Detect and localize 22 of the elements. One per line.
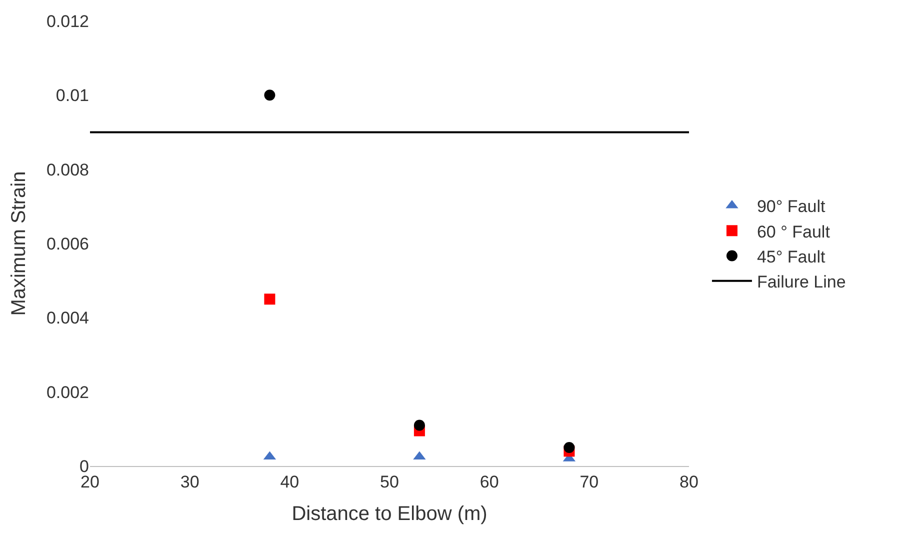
legend-label: 45° Fault (756, 247, 826, 266)
y-tick-label: 0.01 (56, 86, 89, 106)
x-tick-label: 40 (280, 472, 300, 492)
y-tick-label: 0.006 (46, 234, 89, 254)
x-tick-label: 50 (380, 472, 399, 492)
y-tick-label: 0.012 (46, 12, 89, 31)
legend-label: Failure Line (756, 272, 846, 292)
x-axis-title: Distance to Elbow (m) (292, 502, 488, 525)
x-tick-label: 30 (180, 472, 200, 492)
x-tick-label: 80 (680, 472, 698, 492)
y-axis-title: Maximum Strain (8, 171, 30, 316)
x-tick-label: 60 (480, 472, 499, 492)
legend-label: 90° Fault (756, 197, 826, 216)
point (564, 442, 575, 453)
point (264, 90, 276, 101)
y-tick-label: 0.004 (46, 308, 89, 328)
y-tick-label: 0.008 (46, 160, 89, 180)
y-tick-label: 0.002 (46, 382, 89, 402)
point (264, 294, 276, 305)
legend-label: 60 ° Fault (756, 222, 830, 242)
point (414, 420, 425, 431)
x-tick-label: 70 (580, 472, 599, 492)
